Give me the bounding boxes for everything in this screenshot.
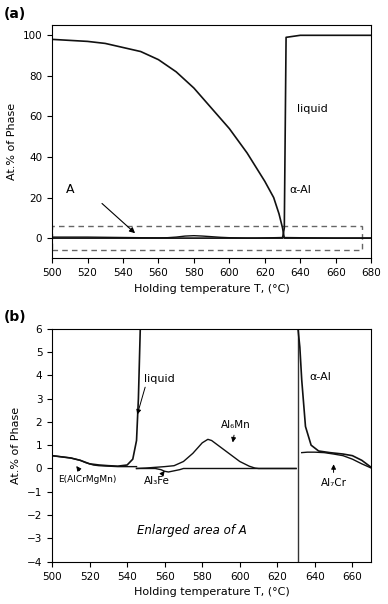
Text: Enlarged area of A: Enlarged area of A (137, 524, 246, 537)
Text: α-Al: α-Al (309, 372, 331, 382)
X-axis label: Holding temperature T, (°C): Holding temperature T, (°C) (134, 587, 289, 597)
Text: Al₆Mn: Al₆Mn (221, 420, 251, 442)
Text: Al₇Cr: Al₇Cr (320, 465, 346, 488)
Text: E(AlCrMgMn): E(AlCrMgMn) (58, 467, 116, 484)
Y-axis label: At.% of Phase: At.% of Phase (7, 103, 17, 181)
Text: α-Al: α-Al (289, 185, 312, 196)
Text: A: A (66, 184, 75, 196)
Text: (b): (b) (4, 310, 27, 324)
Text: liquid: liquid (144, 374, 175, 384)
Text: Al₃Fe: Al₃Fe (144, 472, 170, 486)
X-axis label: Holding temperature T, (°C): Holding temperature T, (°C) (134, 284, 289, 294)
Bar (52, 226, 362, 250)
Text: liquid: liquid (297, 104, 327, 114)
Text: (a): (a) (4, 7, 26, 21)
Y-axis label: At.% of Phase: At.% of Phase (11, 406, 21, 484)
